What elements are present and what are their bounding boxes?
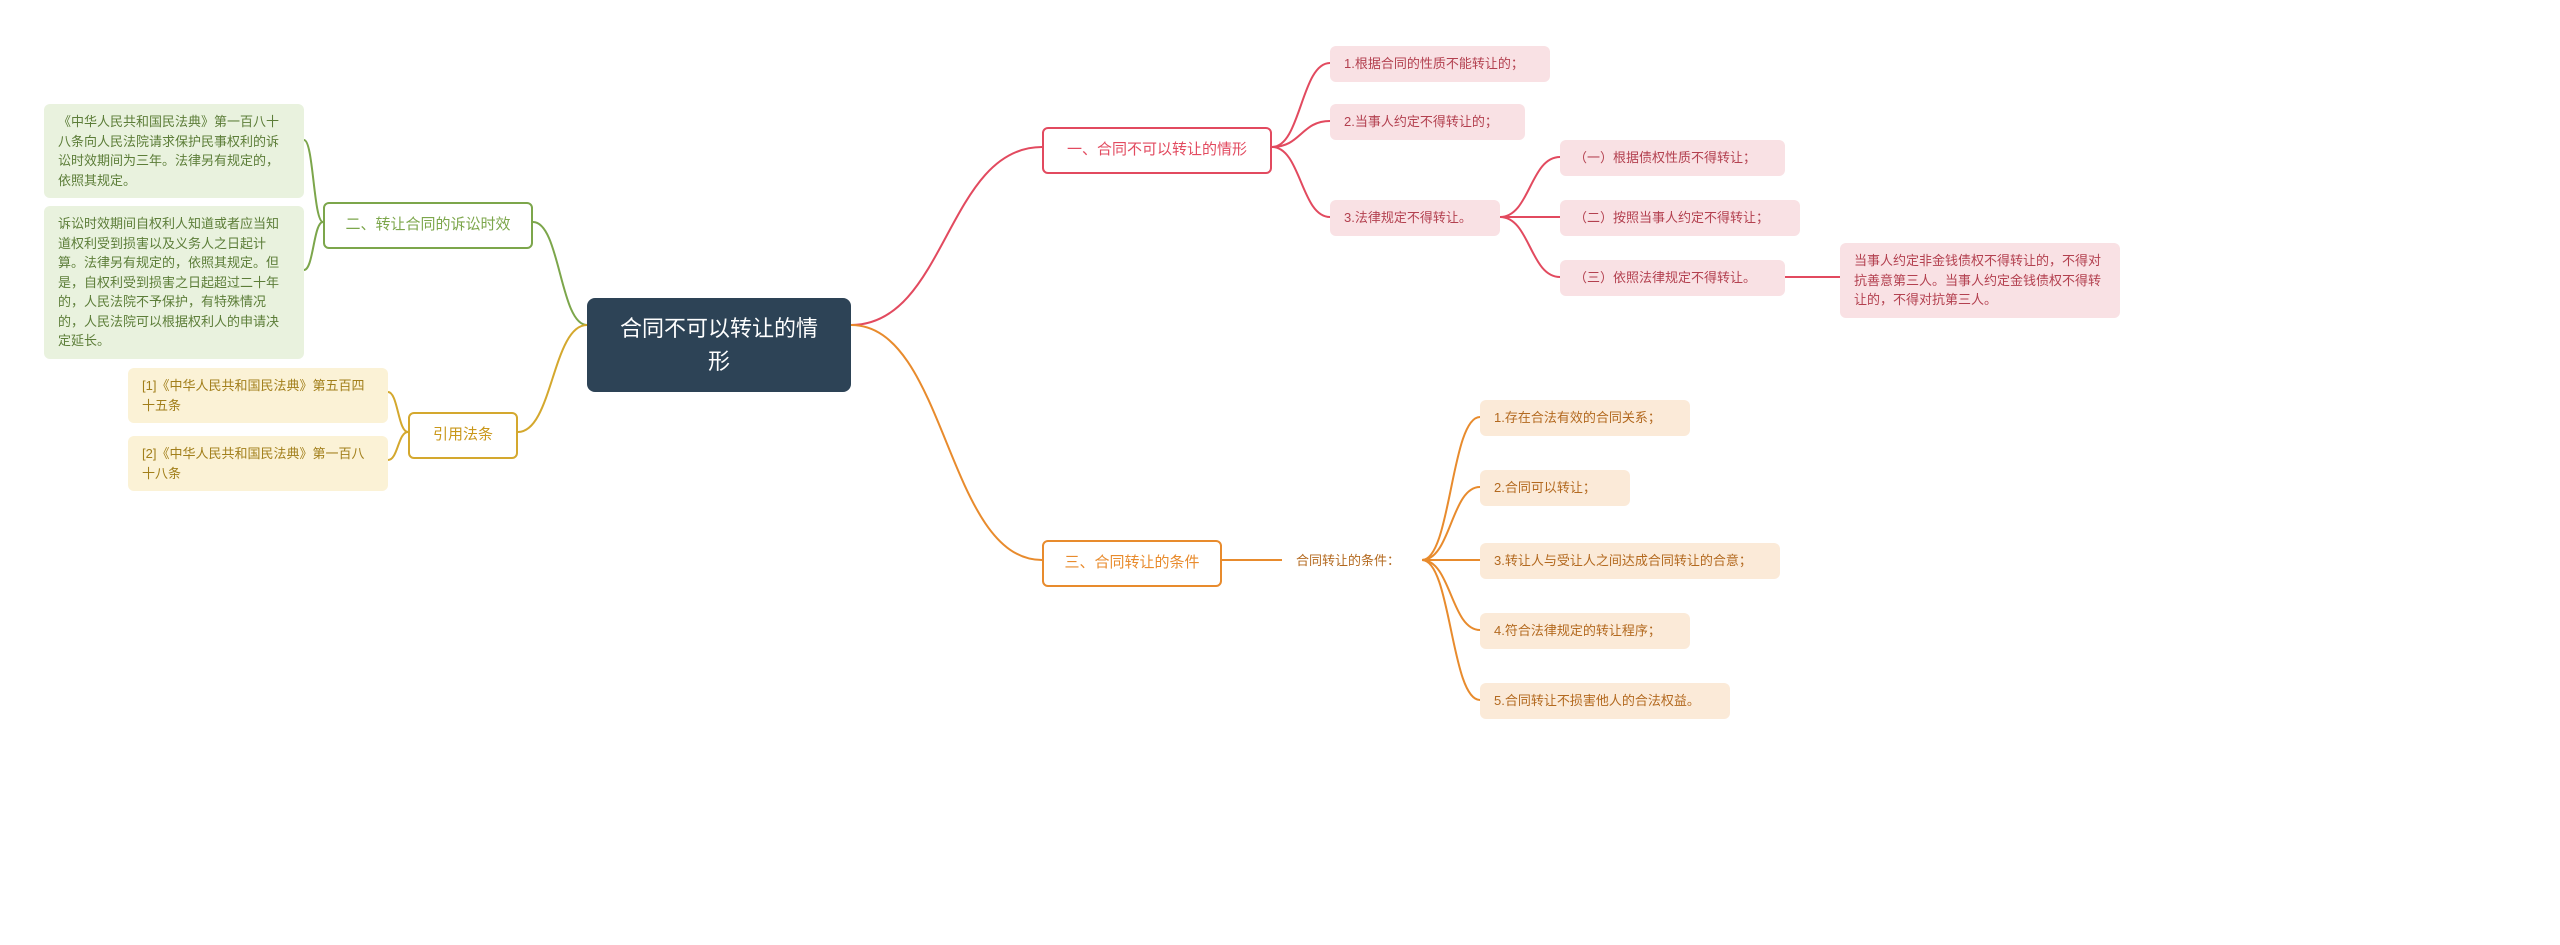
b3c1b-label: 2.合同可以转让；: [1494, 478, 1596, 498]
b2c2: 诉讼时效期间自权利人知道或者应当知道权利受到损害以及义务人之日起计算。法律另有规…: [44, 206, 304, 359]
branch-b2-label: 二、转让合同的诉讼时效: [345, 214, 510, 237]
branch-b4-label: 引用法条: [433, 424, 493, 447]
b3c1e-label: 5.合同转让不损害他人的合法权益。: [1494, 691, 1700, 711]
b3c1c-label: 3.转让人与受让人之间达成合同转让的合意；: [1494, 551, 1752, 571]
b3c1d: 4.符合法律规定的转让程序；: [1480, 613, 1690, 649]
b3c1a-label: 1.存在合法有效的合同关系；: [1494, 408, 1661, 428]
b4c2-label: [2]《中华人民共和国民法典》第一百八十八条: [142, 444, 374, 483]
b2c1-label: 《中华人民共和国民法典》第一百八十八条向人民法院请求保护民事权利的诉讼时效期间为…: [58, 112, 290, 190]
branch-b3: 三、合同转让的条件: [1042, 540, 1222, 587]
b1c3c1: 当事人约定非金钱债权不得转让的，不得对抗善意第三人。当事人约定金钱债权不得转让的…: [1840, 243, 2120, 318]
mindmap-canvas: 合同不可以转让的情形 一、合同不可以转让的情形 1.根据合同的性质不能转让的； 2.当…: [0, 0, 2560, 945]
b1c3b-label: （二）按照当事人约定不得转让；: [1574, 208, 1769, 228]
b1c1-label: 1.根据合同的性质不能转让的；: [1344, 54, 1524, 74]
b1c2: 2.当事人约定不得转让的；: [1330, 104, 1525, 140]
b3c1e: 5.合同转让不损害他人的合法权益。: [1480, 683, 1730, 719]
branch-b1: 一、合同不可以转让的情形: [1042, 127, 1272, 174]
b1c3-label: 3.法律规定不得转让。: [1344, 208, 1472, 228]
b4c1-label: [1]《中华人民共和国民法典》第五百四十五条: [142, 376, 374, 415]
b1c3a-label: （一）根据债权性质不得转让；: [1574, 148, 1756, 168]
b3c1a: 1.存在合法有效的合同关系；: [1480, 400, 1690, 436]
branch-b4: 引用法条: [408, 412, 518, 459]
b2c2-label: 诉讼时效期间自权利人知道或者应当知道权利受到损害以及义务人之日起计算。法律另有规…: [58, 214, 290, 351]
b1c3b: （二）按照当事人约定不得转让；: [1560, 200, 1800, 236]
branch-b3-label: 三、合同转让的条件: [1064, 552, 1199, 575]
b3c1: 合同转让的条件：: [1282, 543, 1422, 579]
b1c3c-label: （三）依照法律规定不得转让。: [1574, 268, 1756, 288]
b2c1: 《中华人民共和国民法典》第一百八十八条向人民法院请求保护民事权利的诉讼时效期间为…: [44, 104, 304, 198]
root-node-label: 合同不可以转让的情形: [613, 312, 825, 378]
b3c1-label: 合同转让的条件：: [1296, 551, 1400, 571]
b1c3: 3.法律规定不得转让。: [1330, 200, 1500, 236]
b4c1: [1]《中华人民共和国民法典》第五百四十五条: [128, 368, 388, 423]
b1c1: 1.根据合同的性质不能转让的；: [1330, 46, 1550, 82]
branch-b1-label: 一、合同不可以转让的情形: [1067, 139, 1247, 162]
b1c3c: （三）依照法律规定不得转让。: [1560, 260, 1785, 296]
b1c2-label: 2.当事人约定不得转让的；: [1344, 112, 1498, 132]
root-node: 合同不可以转让的情形: [587, 298, 851, 392]
b3c1c: 3.转让人与受让人之间达成合同转让的合意；: [1480, 543, 1780, 579]
branch-b2: 二、转让合同的诉讼时效: [323, 202, 533, 249]
b1c3c1-label: 当事人约定非金钱债权不得转让的，不得对抗善意第三人。当事人约定金钱债权不得转让的…: [1854, 251, 2106, 310]
b4c2: [2]《中华人民共和国民法典》第一百八十八条: [128, 436, 388, 491]
b1c3a: （一）根据债权性质不得转让；: [1560, 140, 1785, 176]
b3c1b: 2.合同可以转让；: [1480, 470, 1630, 506]
b3c1d-label: 4.符合法律规定的转让程序；: [1494, 621, 1661, 641]
